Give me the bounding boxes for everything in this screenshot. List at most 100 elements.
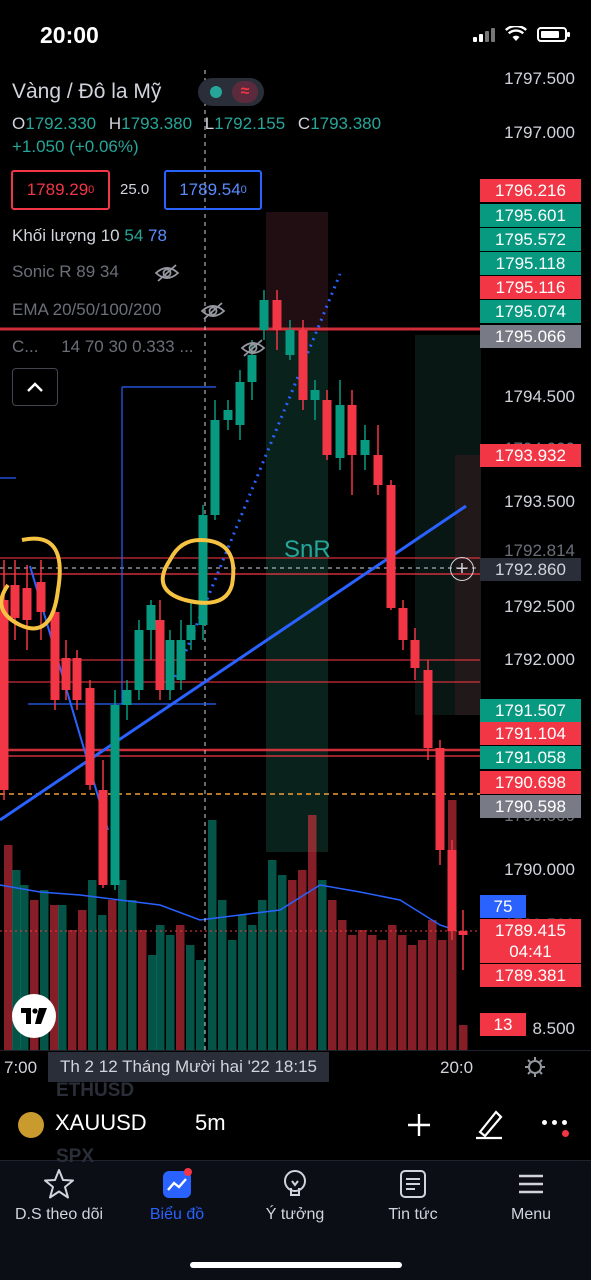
volume-bar: [196, 960, 205, 1050]
volume-bar: [398, 935, 407, 1050]
candle-body: [198, 515, 208, 625]
volume-bar: [428, 920, 437, 1050]
volume-bar: [408, 945, 417, 1050]
drawing-tools-icon[interactable]: [474, 1108, 504, 1140]
ghost-symbol: SPX: [56, 1146, 95, 1167]
candle-body: [210, 420, 220, 515]
ohlc-readout: O1792.330 H1793.380 L1792.155 C1793.380: [12, 114, 382, 133]
zone: [455, 455, 481, 715]
candlesticks: [0, 290, 468, 970]
indicator-custom[interactable]: C... 14 70 30 0.333 ...: [12, 337, 194, 356]
time-axis-right-label: 20:0: [440, 1058, 474, 1077]
tab-chart[interactable]: Biểu đồ: [118, 1168, 236, 1224]
candle-body: [176, 640, 186, 680]
tradingview-logo[interactable]: [12, 994, 56, 1038]
volume-bar: [4, 845, 13, 1050]
highlight-circle: [0, 536, 62, 631]
timeframe-selector[interactable]: 5m: [195, 1110, 226, 1135]
volume-bar: [118, 880, 127, 1050]
price-tick: 1794.500: [504, 387, 575, 406]
price-tick: 1792.814: [504, 541, 575, 560]
tab-news[interactable]: Tin tức: [354, 1168, 472, 1224]
volume-bar: [40, 890, 49, 1050]
volume-bar: [108, 900, 117, 1050]
candle-body: [423, 670, 433, 748]
price-tick: 1792.500: [504, 597, 575, 616]
symbol-title[interactable]: Vàng / Đô la Mỹ: [12, 80, 162, 103]
price-label: 1795.074: [480, 300, 581, 323]
buy-zone: [266, 332, 328, 852]
candle-body: [398, 608, 408, 640]
tab-menu[interactable]: Menu: [472, 1168, 590, 1224]
sell-button[interactable]: 1789.29 0: [11, 170, 110, 210]
volume-bar: [186, 945, 195, 1050]
volume-bar: [166, 935, 175, 1050]
candle-body: [247, 355, 257, 382]
bottom-tab-bar: [0, 1160, 591, 1280]
candle-body: [223, 410, 233, 420]
indicator-ema[interactable]: EMA 20/50/100/200: [12, 300, 162, 319]
add-icon[interactable]: [406, 1112, 432, 1138]
price-label: 13: [480, 1013, 526, 1036]
candle-body: [435, 748, 445, 850]
candle-body: [155, 620, 165, 690]
price-label: 1795.118: [480, 252, 581, 275]
indicator-volume[interactable]: Khối lượng 10 54 78: [12, 226, 167, 245]
volume-bar: [68, 930, 77, 1050]
price-tick: 1797.000: [504, 123, 575, 142]
crosshair-add-button[interactable]: +: [450, 557, 474, 581]
collapse-legend-button[interactable]: [12, 368, 58, 406]
volume-bar: [156, 925, 165, 1050]
symbol-name[interactable]: XAUUSD: [55, 1110, 147, 1135]
chevron-up-icon: [27, 382, 43, 392]
wave-icon: ≈: [232, 81, 258, 103]
price-label: 1789.415: [480, 919, 581, 942]
candle-body: [50, 612, 60, 700]
candle-body: [235, 382, 245, 425]
volume-bar: [288, 880, 297, 1050]
volume-bar: [176, 925, 185, 1050]
candle-body: [61, 658, 71, 690]
indicator-sonic[interactable]: Sonic R 89 34: [12, 262, 119, 281]
volume-bar: [208, 820, 217, 1050]
volume-bar: [459, 1025, 468, 1050]
projection-line: [168, 273, 342, 691]
tab-ideas[interactable]: Ý tưởng: [236, 1168, 354, 1224]
price-label: 1795.066: [480, 325, 581, 348]
notification-dot-icon: [562, 1130, 569, 1137]
volume-bar: [138, 930, 147, 1050]
volume-bar: [308, 815, 317, 1050]
news-icon: [400, 1170, 426, 1198]
volume-bar: [328, 900, 337, 1050]
volume-bar: [12, 870, 21, 1050]
price-label: 1795.116: [480, 276, 581, 299]
chart-settings-icon[interactable]: [524, 1056, 546, 1078]
home-indicator: [190, 1262, 402, 1268]
hidden-eye-icon[interactable]: [240, 339, 266, 357]
volume-bar: [438, 940, 447, 1050]
volume-bar: [30, 900, 39, 1050]
price-label: 1795.601: [480, 204, 581, 227]
volume-bar: [238, 915, 247, 1050]
hidden-eye-icon[interactable]: [154, 264, 180, 282]
volume-bar: [58, 905, 67, 1050]
volume-bar: [228, 940, 237, 1050]
volume-bar: [98, 915, 107, 1050]
price-label: 1790.598: [480, 795, 581, 818]
hidden-eye-icon[interactable]: [200, 302, 226, 320]
candle-body: [259, 300, 269, 330]
candle-body: [347, 405, 357, 455]
candle-body: [322, 400, 332, 455]
lightbulb-icon: [284, 1170, 306, 1196]
candle-body: [36, 582, 46, 612]
candle-body: [310, 390, 320, 400]
price-change: +1.050 (+0.06%): [12, 137, 139, 156]
tab-watchlist[interactable]: D.S theo dõi: [0, 1168, 118, 1224]
price-tick: 1790.000: [504, 860, 575, 879]
candle-body: [22, 588, 32, 620]
volume-bar: [258, 900, 267, 1050]
more-options-icon[interactable]: [542, 1120, 567, 1125]
market-status-badge[interactable]: ≈: [198, 78, 264, 106]
price-label: 04:41: [480, 940, 581, 963]
buy-button[interactable]: 1789.54 0: [164, 170, 262, 210]
